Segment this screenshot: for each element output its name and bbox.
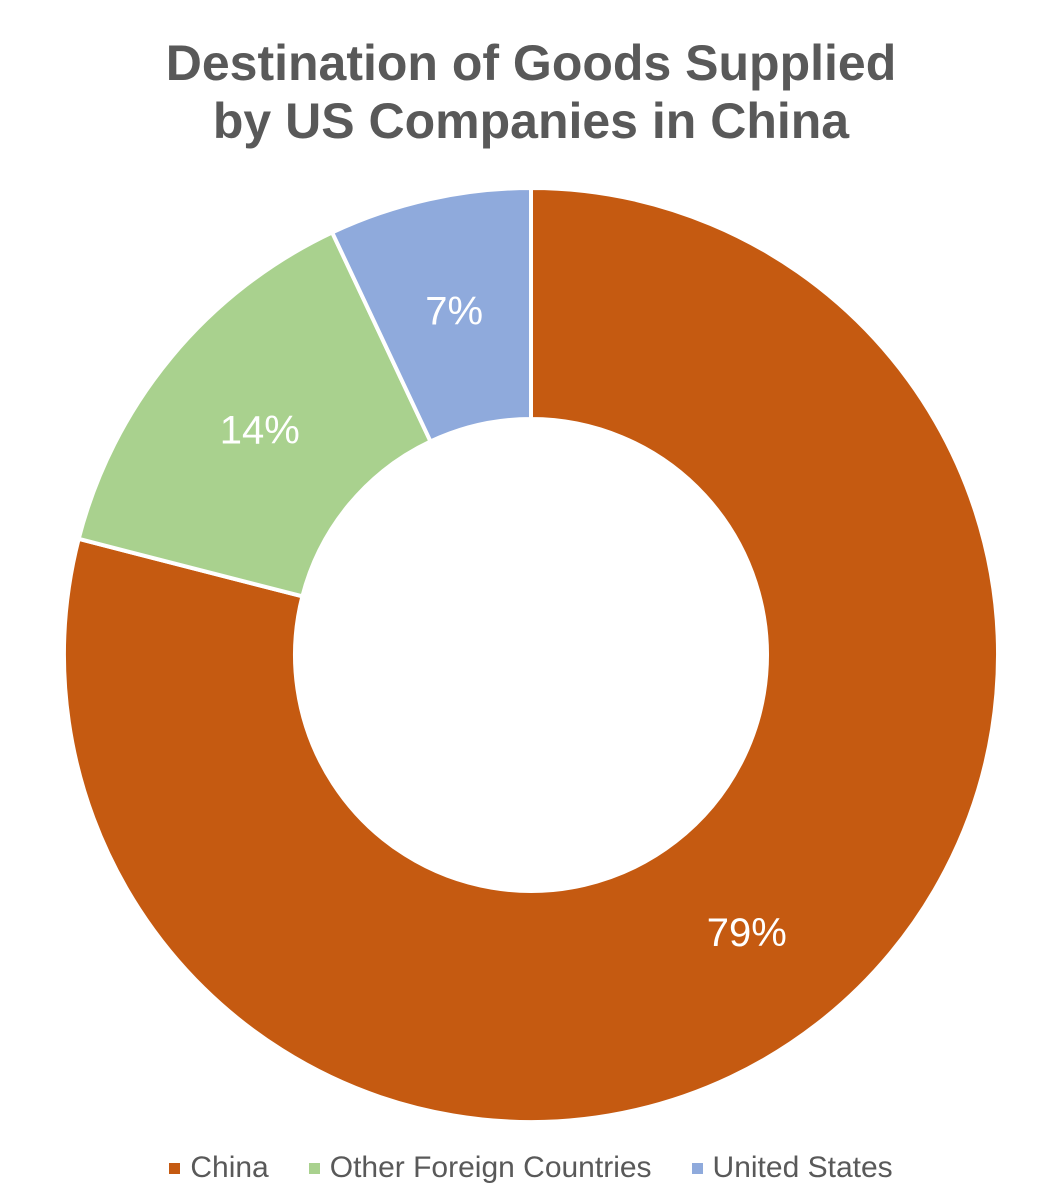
chart-title-line-1: Destination of Goods Supplied [165, 35, 897, 91]
chart-title-line-2: by US Companies in China [212, 93, 850, 149]
legend-swatch-other-foreign-countries [308, 1162, 320, 1174]
legend-label-united-states: United States [712, 1151, 893, 1184]
legend-label-china: China [190, 1151, 269, 1184]
chart-title: Destination of Goods Supplied by US Comp… [0, 34, 1062, 150]
legend-item-united-states: United States [691, 1151, 893, 1185]
legend-label-other-foreign-countries: Other Foreign Countries [329, 1151, 652, 1184]
donut-slice-other-foreign-countries [76, 230, 433, 599]
legend-item-china: China [169, 1151, 269, 1185]
data-label-other-foreign-countries: 14% [220, 409, 300, 453]
legend-swatch-china [169, 1162, 181, 1174]
chart-legend: China Other Foreign Countries United Sta… [0, 1146, 1062, 1190]
donut-slice-china [62, 186, 1000, 1124]
legend-item-other-foreign-countries: Other Foreign Countries [308, 1151, 652, 1185]
data-label-united-states: 7% [425, 289, 483, 333]
donut-slice-united-states [330, 186, 533, 444]
legend-swatch-united-states [691, 1162, 703, 1174]
data-label-china: 79% [707, 911, 787, 955]
